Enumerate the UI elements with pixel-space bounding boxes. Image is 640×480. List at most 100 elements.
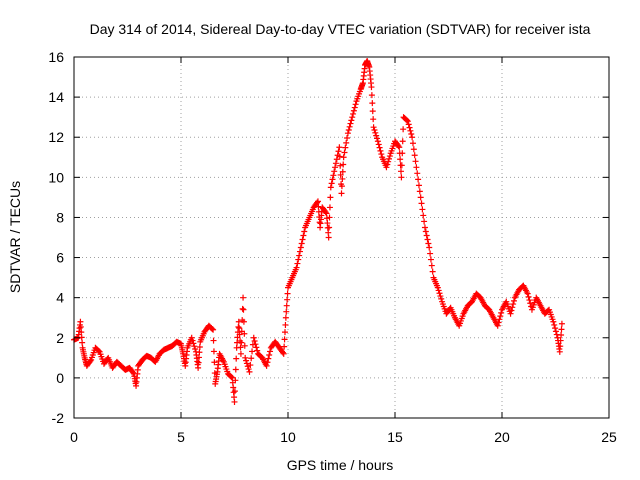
data-point — [350, 110, 357, 117]
y-tick-label: 14 — [48, 89, 64, 105]
data-point — [266, 352, 273, 359]
data-point — [315, 203, 322, 210]
y-axis-label: SDTVAR / TECUs — [7, 181, 23, 293]
data-point — [239, 305, 246, 312]
data-point — [340, 154, 347, 161]
data-point — [375, 141, 382, 148]
data-point — [397, 168, 404, 175]
data-point — [339, 168, 346, 175]
data-point — [87, 358, 94, 365]
data-point — [188, 334, 195, 341]
data-point — [336, 153, 343, 160]
data-point — [338, 190, 345, 197]
data-point — [316, 219, 323, 226]
x-tick-label: 0 — [70, 429, 78, 445]
data-point — [496, 316, 503, 323]
data-point — [195, 364, 202, 371]
data-point — [211, 359, 218, 366]
data-point — [352, 101, 359, 108]
data-point — [232, 377, 239, 384]
data-point — [416, 188, 423, 195]
data-point — [398, 174, 405, 181]
data-point — [301, 228, 308, 235]
y-tick-label: 6 — [56, 250, 64, 266]
data-point — [327, 184, 334, 191]
data-point — [429, 268, 436, 275]
data-point — [339, 175, 346, 182]
data-point — [250, 334, 257, 341]
data-point — [551, 321, 558, 328]
data-point — [558, 320, 565, 327]
data-point — [196, 349, 203, 356]
y-tick-label: 0 — [56, 370, 64, 386]
data-point — [325, 234, 332, 241]
data-point — [328, 180, 335, 187]
data-point — [435, 287, 442, 294]
data-point — [77, 318, 84, 325]
data-point — [558, 331, 565, 338]
data-point — [245, 366, 252, 373]
data-point — [284, 296, 291, 303]
data-point — [233, 355, 240, 362]
data-point — [252, 341, 259, 348]
data-point — [248, 355, 255, 362]
data-point — [282, 314, 289, 321]
data-point — [342, 144, 349, 151]
data-point — [192, 346, 199, 353]
data-point — [231, 388, 238, 395]
data-point — [347, 120, 354, 127]
data-point — [236, 331, 243, 338]
data-point — [370, 116, 377, 123]
data-point — [409, 140, 416, 147]
data-point — [293, 264, 300, 271]
data-point — [232, 366, 239, 373]
data-point — [242, 354, 249, 361]
data-point — [243, 357, 250, 364]
x-axis-label: GPS time / hours — [287, 457, 394, 473]
data-point — [336, 144, 343, 151]
x-tick-label: 20 — [494, 429, 510, 445]
data-point — [332, 164, 339, 171]
data-point — [552, 325, 559, 332]
data-point — [247, 362, 254, 369]
data-point — [231, 398, 238, 405]
data-point — [556, 348, 563, 355]
data-point — [374, 138, 381, 145]
data-point — [284, 290, 291, 297]
data-point — [329, 176, 336, 183]
data-point — [251, 337, 258, 344]
data-point — [265, 355, 272, 362]
data-point — [349, 114, 356, 121]
y-tick-label: 4 — [56, 290, 64, 306]
x-tick-label: 25 — [601, 429, 617, 445]
data-point — [507, 310, 514, 317]
data-point — [345, 127, 352, 134]
data-point — [427, 250, 434, 257]
data-point — [399, 138, 406, 145]
data-point — [420, 212, 427, 219]
data-point — [397, 156, 404, 163]
data-point — [343, 139, 350, 146]
data-point — [195, 359, 202, 366]
data-point — [411, 152, 418, 159]
data-point — [331, 168, 338, 175]
data-point — [550, 318, 557, 325]
x-axis-ticks: 0 5 10 15 20 25 — [70, 57, 617, 445]
data-point — [191, 343, 198, 350]
data-point — [237, 350, 244, 357]
data-point — [424, 236, 431, 243]
data-point — [327, 194, 334, 201]
data-point — [246, 368, 253, 375]
data-point — [348, 117, 355, 124]
data-point — [557, 337, 564, 344]
data-point — [279, 349, 286, 356]
y-tick-label: 16 — [48, 49, 64, 65]
data-point — [437, 293, 444, 300]
data-point — [241, 342, 248, 349]
data-point — [79, 339, 86, 346]
data-point — [95, 348, 102, 355]
data-point — [326, 224, 333, 231]
y-axis-ticks: -2 0 2 4 6 8 10 12 14 16 — [48, 49, 609, 426]
data-point — [337, 171, 344, 178]
